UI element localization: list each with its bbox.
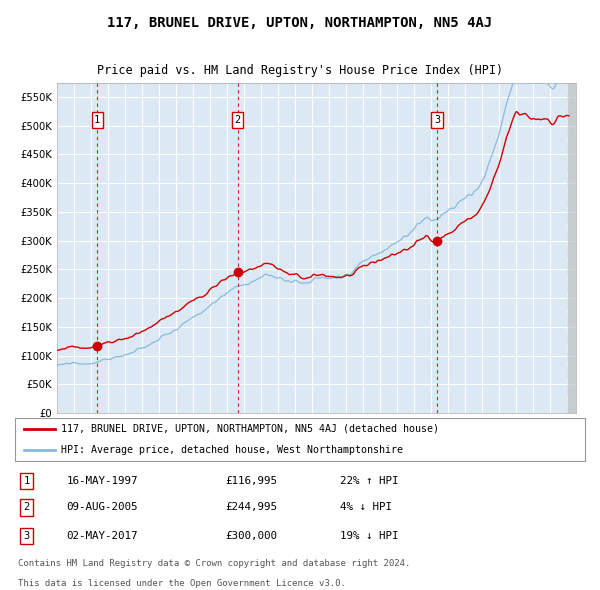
Text: £244,995: £244,995 [225, 503, 277, 512]
Text: 4% ↓ HPI: 4% ↓ HPI [340, 503, 392, 512]
Text: £116,995: £116,995 [225, 476, 277, 486]
Text: This data is licensed under the Open Government Licence v3.0.: This data is licensed under the Open Gov… [18, 579, 346, 588]
Text: 2: 2 [235, 115, 241, 125]
Text: 2: 2 [23, 503, 29, 512]
Text: 3: 3 [23, 531, 29, 540]
Text: £300,000: £300,000 [225, 531, 277, 540]
Text: 1: 1 [94, 115, 100, 125]
Text: 19% ↓ HPI: 19% ↓ HPI [340, 531, 399, 540]
Text: 117, BRUNEL DRIVE, UPTON, NORTHAMPTON, NN5 4AJ: 117, BRUNEL DRIVE, UPTON, NORTHAMPTON, N… [107, 16, 493, 30]
Text: HPI: Average price, detached house, West Northamptonshire: HPI: Average price, detached house, West… [61, 445, 403, 455]
Text: 117, BRUNEL DRIVE, UPTON, NORTHAMPTON, NN5 4AJ (detached house): 117, BRUNEL DRIVE, UPTON, NORTHAMPTON, N… [61, 424, 439, 434]
Text: 02-MAY-2017: 02-MAY-2017 [67, 531, 138, 540]
Text: 1: 1 [23, 476, 29, 486]
FancyBboxPatch shape [15, 418, 585, 461]
Text: Price paid vs. HM Land Registry's House Price Index (HPI): Price paid vs. HM Land Registry's House … [97, 64, 503, 77]
Text: 09-AUG-2005: 09-AUG-2005 [67, 503, 138, 512]
Text: 3: 3 [434, 115, 440, 125]
Text: 16-MAY-1997: 16-MAY-1997 [67, 476, 138, 486]
Text: Contains HM Land Registry data © Crown copyright and database right 2024.: Contains HM Land Registry data © Crown c… [18, 559, 410, 568]
Text: 22% ↑ HPI: 22% ↑ HPI [340, 476, 399, 486]
